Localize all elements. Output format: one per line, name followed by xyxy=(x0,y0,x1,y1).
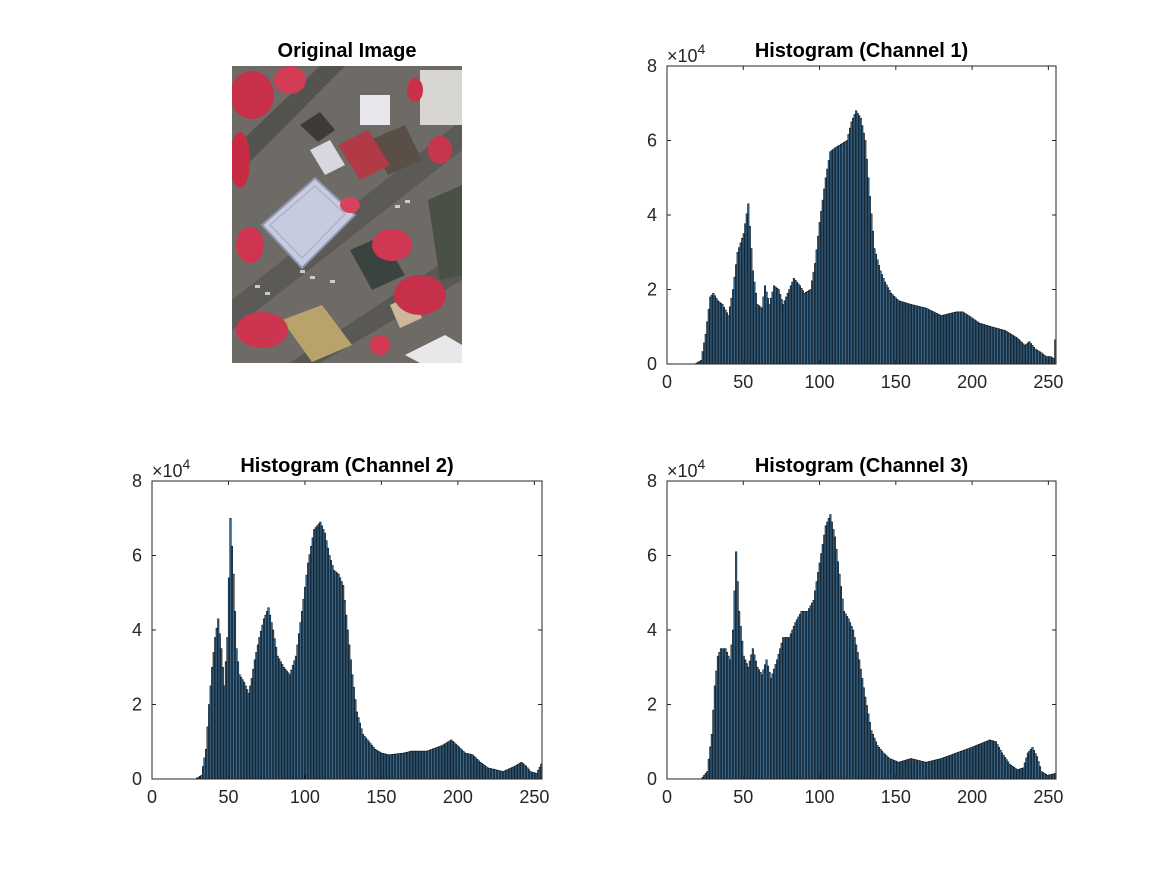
y-tick-label: 0 xyxy=(647,354,657,374)
y-exponent-label: ×104 xyxy=(152,456,191,481)
x-tick-label: 100 xyxy=(805,372,835,392)
y-tick-label: 4 xyxy=(132,620,142,640)
y-tick-label: 8 xyxy=(647,56,657,76)
y-tick-label: 8 xyxy=(132,471,142,491)
bars xyxy=(695,110,1057,365)
x-tick-label: 50 xyxy=(733,372,753,392)
x-tick-label: 200 xyxy=(957,372,987,392)
y-tick-label: 4 xyxy=(647,205,657,225)
x-tick-label: 250 xyxy=(1033,372,1063,392)
histogram-channel-2: 0 50 100 150 200 250 0 2 4 6 8 ×104 Histogram (Chann… xyxy=(132,455,549,807)
x-tick-label: 50 xyxy=(733,787,753,807)
y-tick-label: 4 xyxy=(647,620,657,640)
x-tick-label: 250 xyxy=(1033,787,1063,807)
x-tick-label: 0 xyxy=(662,372,672,392)
y-tick-label: 2 xyxy=(647,280,657,300)
x-tick-label: 200 xyxy=(957,787,987,807)
image-title: Original Image xyxy=(278,40,417,62)
y-tick-label: 2 xyxy=(647,695,657,715)
y-tick-label: 6 xyxy=(132,546,142,566)
x-tick-label: 50 xyxy=(218,787,238,807)
x-tick-label: 150 xyxy=(881,787,911,807)
y-tick-label: 6 xyxy=(647,131,657,151)
bars xyxy=(701,514,1057,780)
x-tick-label: 100 xyxy=(805,787,835,807)
y-tick-label: 6 xyxy=(647,546,657,566)
chart-title: Histogram (Channel 1) xyxy=(755,40,968,62)
y-exponent-label: ×104 xyxy=(667,41,706,66)
aerial-image xyxy=(232,66,462,363)
bars xyxy=(195,518,543,780)
y-tick-label: 0 xyxy=(647,769,657,789)
x-tick-label: 250 xyxy=(519,787,549,807)
y-tick-label: 0 xyxy=(132,769,142,789)
chart-title: Histogram (Channel 3) xyxy=(755,455,968,477)
x-tick-label: 100 xyxy=(290,787,320,807)
x-tick-label: 150 xyxy=(881,372,911,392)
x-tick-label: 0 xyxy=(662,787,672,807)
histogram-channel-3: 0 50 100 150 200 250 0 2 4 6 8 ×104 Histogram (Chann… xyxy=(647,455,1063,807)
x-tick-label: 200 xyxy=(443,787,473,807)
y-tick-label: 8 xyxy=(647,471,657,491)
x-tick-label: 0 xyxy=(147,787,157,807)
histogram-channel-1: 0 50 100 150 200 250 0 2 4 6 8 ×104 Histogram (Chann… xyxy=(647,40,1063,392)
x-tick-label: 150 xyxy=(366,787,396,807)
y-tick-label: 2 xyxy=(132,695,142,715)
chart-title: Histogram (Channel 2) xyxy=(240,455,453,477)
y-exponent-label: ×104 xyxy=(667,456,706,481)
